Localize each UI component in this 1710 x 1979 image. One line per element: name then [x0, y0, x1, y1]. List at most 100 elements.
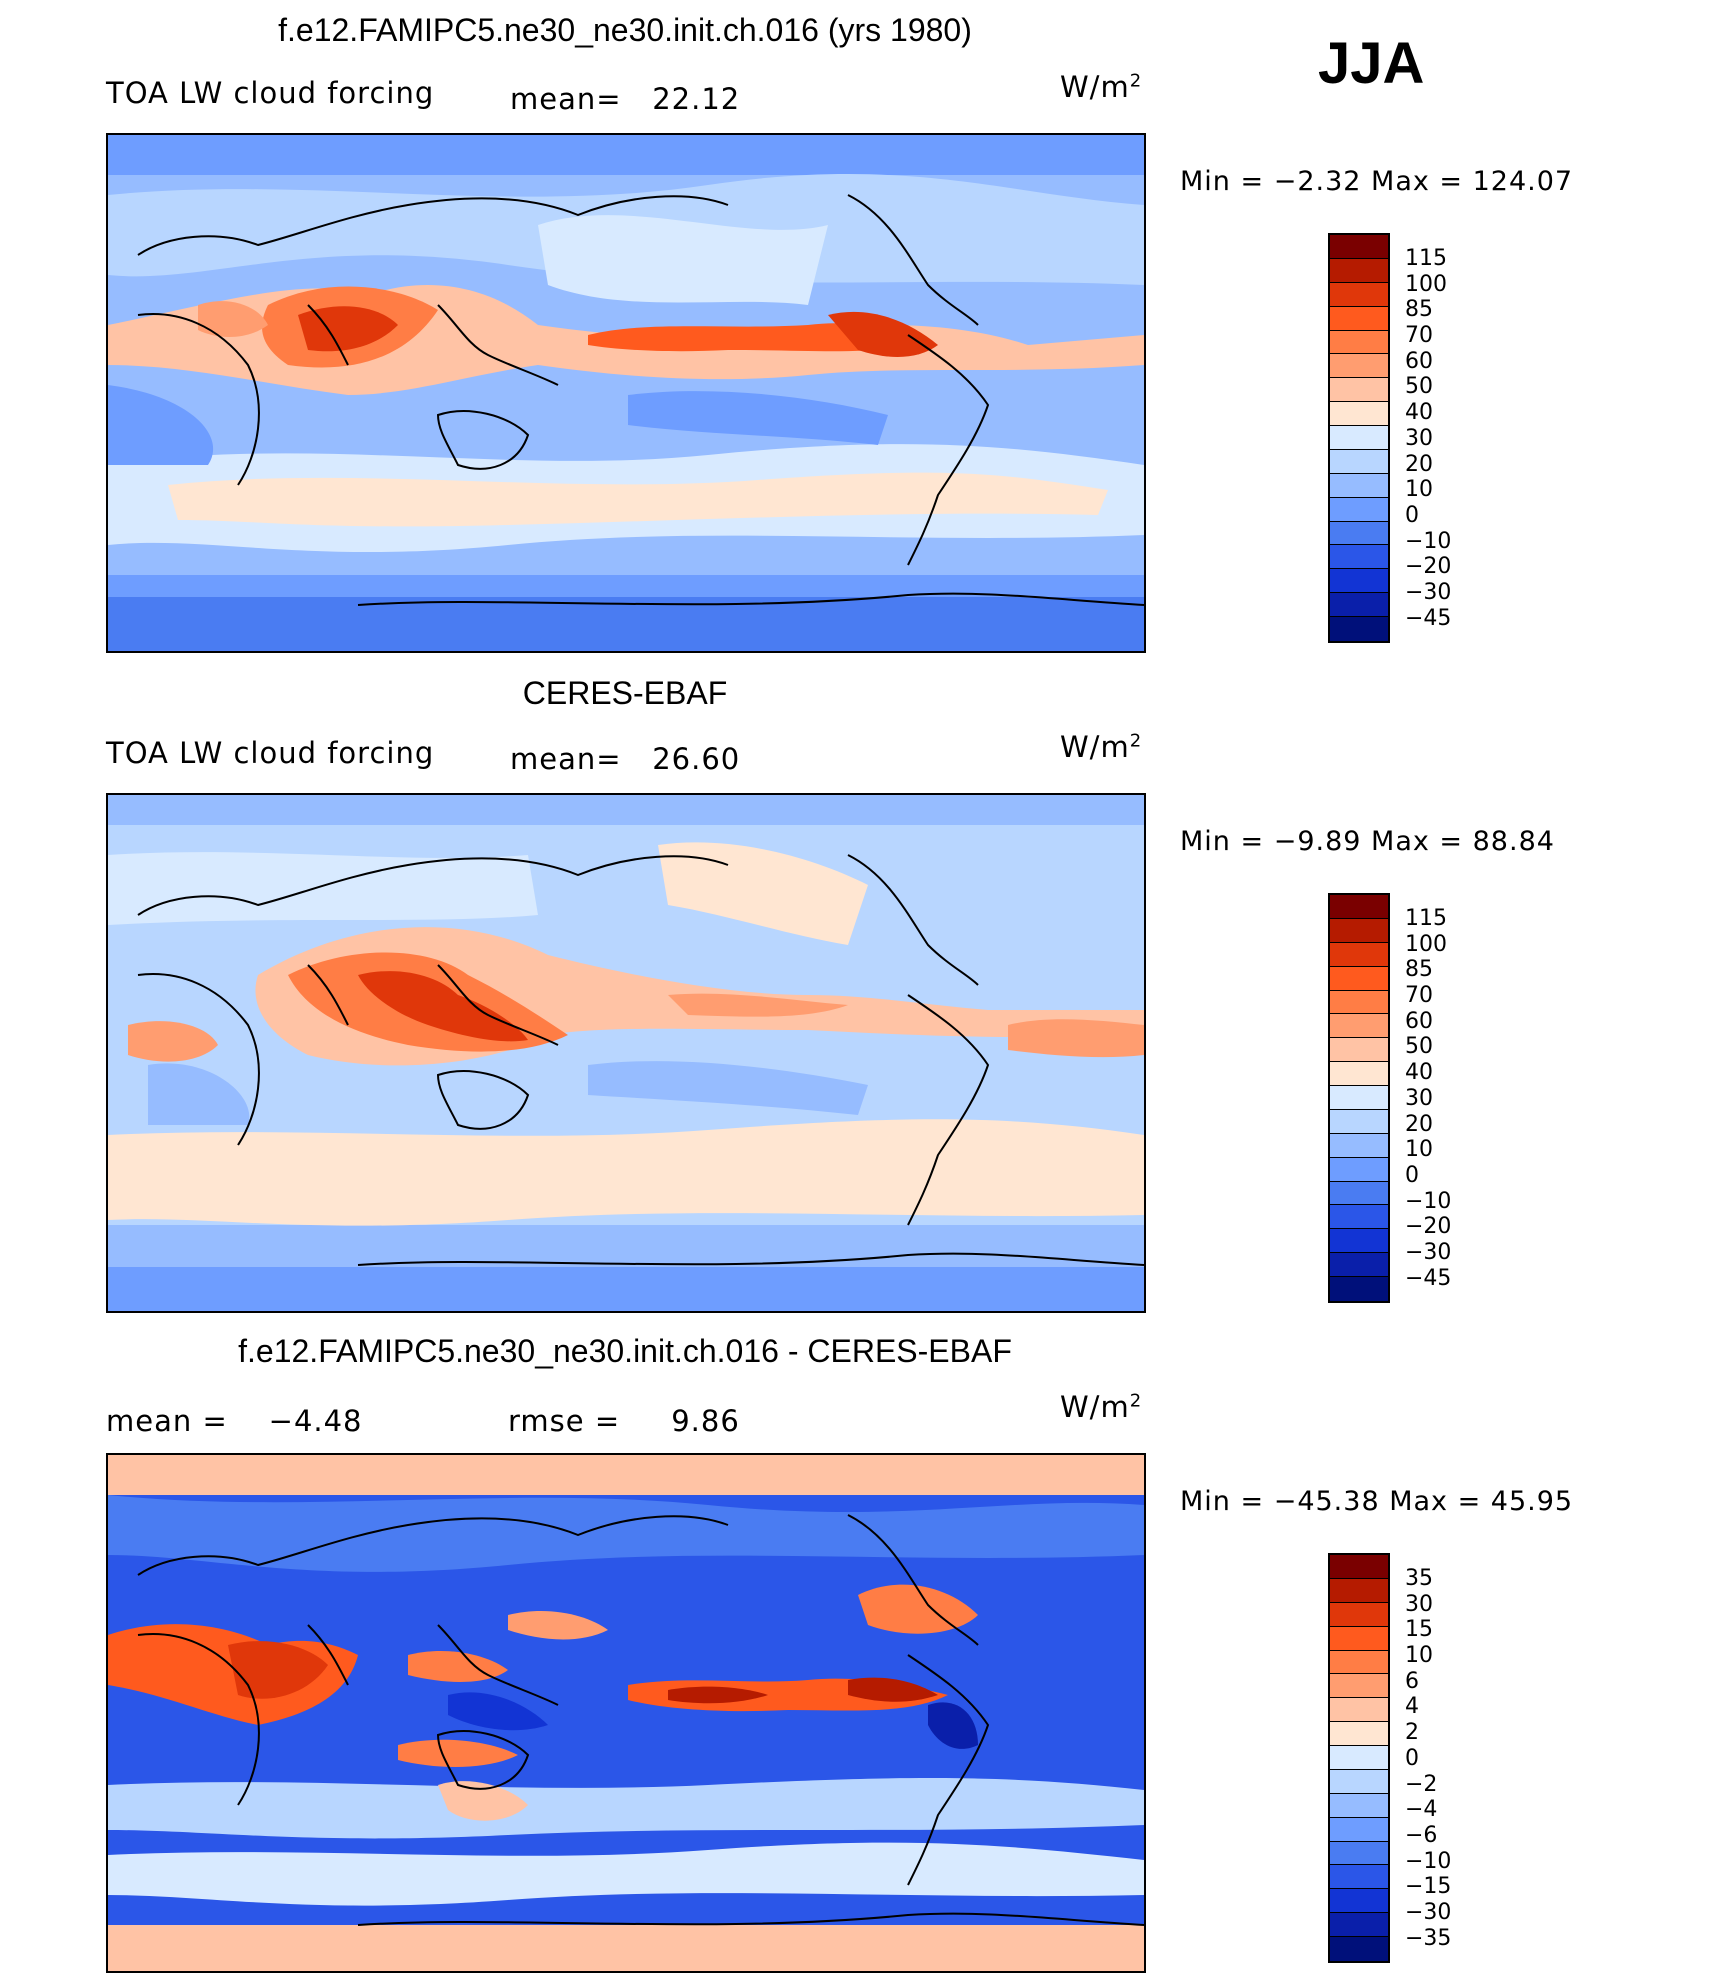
colorbar-swatch — [1330, 617, 1388, 641]
colorbar-level-label: 85 — [1405, 957, 1433, 983]
colorbar-level-label: 70 — [1405, 323, 1433, 349]
colorbar-level-label: 6 — [1405, 1668, 1419, 1694]
colorbar-level-label: 4 — [1405, 1694, 1419, 1720]
panel-3-title: f.e12.FAMIPC5.ne30_ne30.init.ch.016 - CE… — [238, 1333, 1012, 1369]
colorbar-level-label: 115 — [1405, 906, 1447, 931]
colorbar-swatch — [1330, 1746, 1388, 1770]
panel-3-mean: mean = −4.48 — [106, 1404, 363, 1438]
panel-2-mean-value: 26.60 — [652, 742, 741, 776]
colorbar-swatch — [1330, 378, 1388, 403]
colorbar-swatch — [1330, 990, 1388, 1015]
colorbar-swatch — [1330, 942, 1388, 967]
colorbar-level-label: 10 — [1405, 1643, 1433, 1669]
panel-1-title: f.e12.FAMIPC5.ne30_ne30.init.ch.016 (yrs… — [278, 12, 972, 48]
panel-1-mean-value: 22.12 — [652, 82, 741, 116]
colorbar-swatch — [1330, 258, 1388, 283]
panel-3-units: W/m2 — [1060, 1390, 1142, 1424]
panel-3-mean-value: −4.48 — [268, 1404, 363, 1438]
colorbar-swatch — [1330, 1253, 1388, 1277]
colorbar-level-label: 30 — [1405, 1085, 1433, 1111]
panel-1-units-exp: 2 — [1129, 70, 1143, 92]
colorbar-swatch — [1330, 895, 1388, 919]
colorbar-level-label: 10 — [1405, 1137, 1433, 1163]
colorbar-level-label: −6 — [1405, 1822, 1438, 1848]
panel-1-range: Min = −2.32 Max = 124.07 — [1180, 166, 1574, 197]
colorbar-level-label: −45 — [1405, 605, 1452, 631]
colorbar-level-label: 20 — [1405, 1111, 1433, 1137]
panel-1-units: W/m2 — [1060, 70, 1142, 104]
colorbar-swatch — [1330, 1841, 1388, 1866]
panel-3-units-exp: 2 — [1129, 1390, 1143, 1412]
colorbar-swatch — [1330, 402, 1388, 426]
colorbar-level-label: 100 — [1405, 931, 1447, 957]
panel-2-title: CERES-EBAF — [522, 675, 728, 711]
panel-3-map-svg — [108, 1455, 1144, 1971]
colorbar-level-label: −20 — [1405, 554, 1452, 580]
colorbar-swatch — [1330, 1109, 1388, 1134]
colorbar-swatch — [1330, 966, 1388, 991]
colorbar-swatch — [1330, 282, 1388, 307]
colorbar-level-label: −35 — [1405, 1925, 1452, 1951]
panel-2-mean: mean= 26.60 — [510, 742, 740, 776]
colorbar-swatch — [1330, 1133, 1388, 1158]
colorbar-swatch — [1330, 1157, 1388, 1182]
panel-1-colorbar-labels: 115 100 85 70 60 50 40 30 20 10 0 −10 −20 −30 −45 — [1405, 246, 1451, 631]
panel-2-colorbar-labels: 115 100 85 70 60 50 40 30 20 10 0 −10 −20 −30 −45 — [1405, 906, 1451, 1291]
colorbar-level-label: 40 — [1405, 1060, 1433, 1086]
colorbar-level-label: −2 — [1405, 1771, 1438, 1797]
colorbar-level-label: −30 — [1405, 1899, 1452, 1925]
colorbar-swatch — [1330, 306, 1388, 331]
panel-3-rmse-label: rmse = — [508, 1404, 621, 1438]
colorbar-swatch — [1330, 1889, 1388, 1914]
colorbar-swatch — [1330, 497, 1388, 522]
colorbar-level-label: 115 — [1405, 246, 1447, 271]
panel-2-colorbar — [1328, 893, 1390, 1303]
colorbar-level-label: −10 — [1405, 1188, 1452, 1214]
colorbar-level-label: 20 — [1405, 451, 1433, 477]
panel-3-range: Min = −45.38 Max = 45.95 — [1180, 1486, 1574, 1517]
colorbar-level-label: −45 — [1405, 1265, 1452, 1291]
colorbar-level-label: 30 — [1405, 1591, 1433, 1617]
colorbar-level-label: −4 — [1405, 1797, 1438, 1823]
colorbar-swatch — [1330, 545, 1388, 570]
panel-1-colorbar — [1328, 233, 1390, 643]
colorbar-swatch — [1330, 1650, 1388, 1675]
colorbar-level-label: 100 — [1405, 271, 1447, 297]
colorbar-level-label: 70 — [1405, 983, 1433, 1009]
colorbar-swatch — [1330, 1817, 1388, 1842]
colorbar-swatch — [1330, 1913, 1388, 1937]
panel-2-range: Min = −9.89 Max = 88.84 — [1180, 826, 1555, 857]
colorbar-swatch — [1330, 1698, 1388, 1723]
colorbar-swatch — [1330, 569, 1388, 594]
colorbar-swatch — [1330, 1181, 1388, 1206]
colorbar-level-label: 2 — [1405, 1720, 1419, 1746]
panel-3-rmse: rmse = 9.86 — [508, 1404, 740, 1438]
colorbar-swatch — [1330, 1865, 1388, 1890]
colorbar-level-label: 15 — [1405, 1617, 1433, 1643]
colorbar-swatch — [1330, 1674, 1388, 1699]
colorbar-level-label: 10 — [1405, 477, 1433, 503]
panel-3-units-text: W/m — [1060, 1390, 1130, 1424]
colorbar-swatch — [1330, 1014, 1388, 1039]
colorbar-swatch — [1330, 426, 1388, 450]
colorbar-swatch — [1330, 1626, 1388, 1651]
panel-2-units-text: W/m — [1060, 730, 1130, 764]
colorbar-swatch — [1330, 1722, 1388, 1746]
panel-1-units-text: W/m — [1060, 70, 1130, 104]
season-label: JJA — [1318, 31, 1425, 96]
colorbar-swatch — [1330, 235, 1388, 259]
colorbar-level-label: 85 — [1405, 297, 1433, 323]
colorbar-swatch — [1330, 330, 1388, 355]
colorbar-swatch — [1330, 1086, 1388, 1110]
colorbar-swatch — [1330, 1578, 1388, 1603]
panel-3-mean-label: mean = — [106, 1404, 228, 1438]
panel-3-colorbar — [1328, 1553, 1390, 1963]
colorbar-level-label: 60 — [1405, 348, 1433, 374]
colorbar-swatch — [1330, 1793, 1388, 1818]
panel-3-map — [106, 1453, 1146, 1973]
colorbar-swatch — [1330, 1038, 1388, 1063]
panel-1-map — [106, 133, 1146, 653]
colorbar-level-label: −15 — [1405, 1874, 1452, 1900]
panel-2-map-svg — [108, 795, 1144, 1311]
colorbar-level-label: 40 — [1405, 400, 1433, 426]
